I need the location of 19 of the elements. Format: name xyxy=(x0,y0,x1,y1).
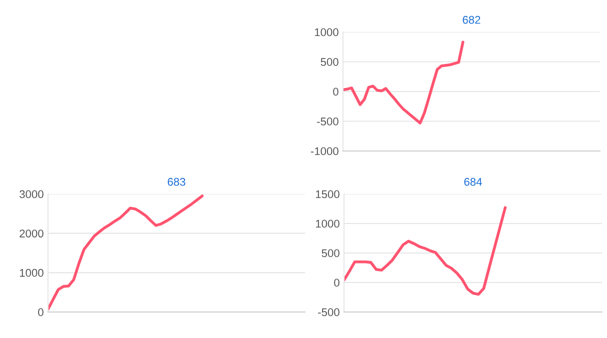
y-tick-label: -1000 xyxy=(310,147,338,156)
line-series xyxy=(343,40,464,124)
chart-title: 684 xyxy=(464,178,482,186)
y-tick-label: 500 xyxy=(322,249,340,258)
y-tick-label: 2000 xyxy=(20,230,44,238)
chart-title: 682 xyxy=(462,16,480,24)
y-tick-label: 0 xyxy=(38,308,44,316)
y-tick-label: 3000 xyxy=(20,190,44,198)
line-series xyxy=(344,206,507,296)
y-tick-label: -500 xyxy=(318,308,340,316)
y-tick-label: 1000 xyxy=(316,220,340,228)
y-tick-label: 1000 xyxy=(20,268,44,277)
y-tick-label: 1500 xyxy=(316,190,340,198)
y-tick-label: -500 xyxy=(317,118,338,126)
chart-title: 683 xyxy=(168,178,186,186)
y-tick-label: 500 xyxy=(320,58,338,66)
y-tick-label: 0 xyxy=(334,278,340,287)
y-tick-label: 0 xyxy=(333,88,338,96)
y-tick-label: 1000 xyxy=(314,28,338,36)
